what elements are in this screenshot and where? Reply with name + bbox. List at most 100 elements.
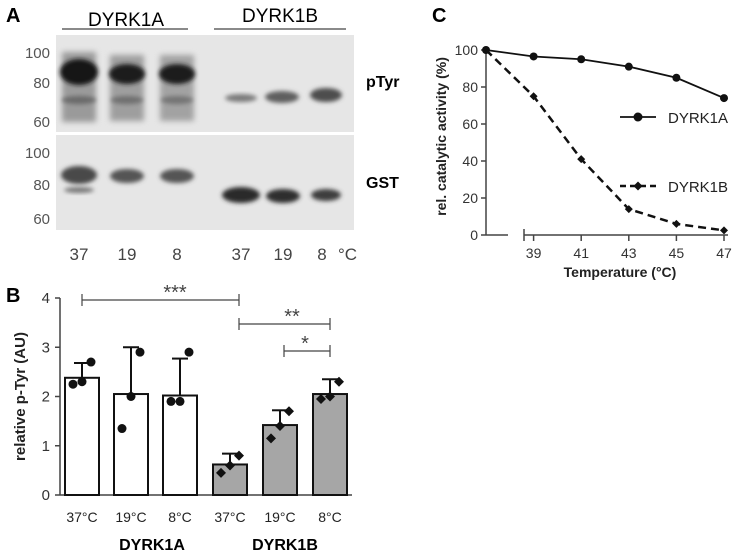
data-point — [334, 376, 344, 387]
panel-a-letter: A — [6, 5, 20, 27]
bar — [64, 376, 100, 496]
series-point — [529, 92, 538, 101]
ptyr-lower-band-2 — [111, 96, 143, 104]
data-point — [77, 377, 87, 387]
x-tick-label: 8°C — [168, 509, 192, 525]
gst-band-6 — [311, 189, 341, 201]
data-point — [86, 357, 96, 367]
data-point — [216, 467, 226, 478]
panel-b-bar-chart: B 0 1 2 3 4 relative p-Tyr (AU) 37°C 19°C 8°C 37°… — [6, 282, 352, 552]
x-tick-label: 37°C — [66, 509, 97, 525]
line-chart-axes: 0 20 40 60 80 100 39 41 43 45 47 Temperature (°C) re… — [433, 42, 732, 280]
mw-marker-ptyr-100: 100 — [25, 45, 50, 62]
data-point — [126, 392, 136, 401]
series-line — [485, 49, 725, 99]
mw-marker-gst-60: 60 — [33, 211, 50, 228]
gst-band-3 — [160, 169, 194, 183]
y-tick-label: 0 — [470, 227, 478, 243]
x-tick-label: 19°C — [115, 509, 146, 525]
mw-marker-ptyr-80: 80 — [33, 75, 50, 92]
x-tick-label: 45 — [669, 245, 685, 261]
data-point — [266, 433, 276, 444]
panel-a-western-blot: A DYRK1A DYRK1B — [6, 5, 399, 264]
line-chart-legend: DYRK1A DYRK1B — [620, 110, 728, 196]
lane-label-3: 8 — [172, 245, 181, 264]
bar-chart-axes: 0 1 2 3 4 relative p-Tyr (AU) 37°C 19°C 8°C 37°C 1… — [12, 290, 352, 525]
x-tick-label: 8°C — [318, 509, 342, 525]
data-point — [284, 406, 294, 417]
gst-band-5 — [266, 189, 300, 203]
panel-c-letter: C — [432, 5, 446, 27]
bar-chart-points — [68, 347, 344, 478]
ptyr-band-6 — [310, 88, 342, 102]
series-point — [624, 205, 633, 214]
ptyr-bands — [60, 52, 342, 122]
lane-label-1: 37 — [70, 245, 89, 264]
sig-label-2: ** — [284, 306, 300, 328]
blot-group-label-dyrk1a: DYRK1A — [88, 10, 164, 31]
series-point — [482, 46, 490, 54]
y-tick-label: 2 — [42, 389, 50, 406]
x-tick-label: 47 — [716, 245, 732, 261]
blot-label-ptyr: pTyr — [366, 74, 399, 91]
data-point — [316, 393, 326, 404]
blot-label-gst: GST — [366, 175, 399, 192]
y-tick-label: 4 — [42, 290, 50, 307]
lane-label-6: 8 — [317, 245, 326, 264]
ptyr-band-3 — [159, 64, 195, 84]
bar-group-label-dyrk1b: DYRK1B — [252, 537, 318, 552]
x-tick-label: 19°C — [264, 509, 295, 525]
data-point — [117, 424, 127, 434]
series-point — [720, 226, 728, 235]
y-tick-label: 80 — [462, 79, 478, 95]
bar — [262, 424, 298, 496]
bar — [162, 394, 198, 497]
bar — [113, 393, 149, 497]
ptyr-lower-band-3 — [161, 96, 193, 104]
series-point — [577, 155, 586, 164]
ptyr-lower-band-1 — [62, 96, 96, 104]
y-tick-label: 100 — [455, 42, 479, 58]
x-tick-label: 37°C — [214, 509, 245, 525]
y-tick-label: 60 — [462, 116, 478, 132]
blot-group-label-dyrk1b: DYRK1B — [242, 6, 318, 27]
legend-swatch-marker — [633, 181, 643, 191]
mw-marker-gst-80: 80 — [33, 177, 50, 194]
x-tick-label: 43 — [621, 245, 637, 261]
gst-band-2 — [110, 169, 144, 183]
y-tick-label: 20 — [462, 190, 478, 206]
gst-band-1 — [61, 166, 97, 184]
gst-bands — [61, 166, 341, 203]
data-point — [234, 450, 244, 461]
series-point — [672, 219, 681, 228]
bar-group-label-dyrk1a: DYRK1A — [119, 537, 185, 552]
ptyr-band-5 — [265, 91, 299, 103]
y-axis-title: relative p-Tyr (AU) — [12, 332, 29, 461]
lane-label-4: 37 — [232, 245, 251, 264]
sig-label-1: *** — [163, 282, 187, 304]
y-tick-label: 1 — [42, 438, 50, 455]
data-point — [184, 347, 194, 357]
data-point — [166, 396, 176, 406]
blot-gst — [56, 135, 354, 230]
x-axis-title: Temperature (°C) — [564, 264, 677, 280]
data-point — [68, 379, 78, 389]
legend-swatch-marker — [633, 112, 643, 122]
lane-label-2: 19 — [118, 245, 137, 264]
legend-label: DYRK1A — [668, 110, 728, 127]
x-tick-label: 41 — [573, 245, 589, 261]
bar — [312, 393, 348, 497]
series-point — [529, 52, 538, 61]
ptyr-band-1 — [60, 59, 98, 85]
gst-lower-band-1 — [64, 187, 94, 193]
data-point — [135, 347, 145, 357]
y-axis-title: rel. catalytic activity (%) — [433, 57, 449, 216]
lane-unit-label: °C — [338, 245, 357, 264]
ptyr-band-4 — [225, 94, 257, 102]
y-tick-label: 3 — [42, 339, 50, 356]
bar-chart-bars — [64, 346, 348, 497]
y-tick-label: 0 — [42, 487, 50, 504]
line-chart-series — [482, 46, 728, 235]
panel-c-line-chart: C 0 20 40 60 80 100 39 41 43 45 47 Temperature (°C)… — [432, 5, 732, 280]
